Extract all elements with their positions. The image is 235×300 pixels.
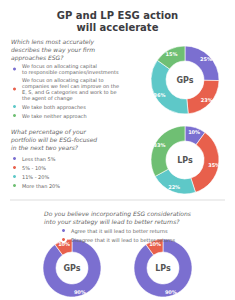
svg-text:11% - 20%: 11% - 20% (22, 174, 49, 180)
svg-text:90%: 90% (74, 289, 86, 295)
svg-text:portfolio will be ESG-focused: portfolio will be ESG-focused (10, 136, 97, 144)
svg-text:the agent of change: the agent of change (22, 95, 73, 102)
svg-text:We take both approaches: We take both approaches (22, 104, 86, 111)
svg-text:companies we feel can improve: companies we feel can improve on the (22, 83, 120, 89)
svg-text:GPs: GPs (176, 76, 193, 85)
svg-text:Which lens most accurately: Which lens most accurately (11, 38, 94, 46)
svg-text:GPs: GPs (63, 264, 80, 273)
svg-text:We focus on allocating capital: We focus on allocating capital (22, 63, 97, 69)
svg-text:Disagree that it will lead to: Disagree that it will lead to better ret… (71, 237, 175, 244)
svg-text:22%: 22% (168, 184, 180, 190)
svg-text:10%: 10% (149, 240, 162, 247)
svg-text:23%: 23% (201, 97, 213, 103)
svg-text:35%: 35% (208, 162, 220, 168)
svg-text:10%: 10% (188, 129, 200, 135)
svg-text:What percentage of your: What percentage of your (11, 128, 87, 136)
svg-text:15%: 15% (165, 51, 177, 57)
svg-text:approaches ESG?: approaches ESG? (11, 54, 64, 62)
svg-text:into your strategy will lead t: into your strategy will lead to better r… (44, 218, 180, 226)
svg-text:Do you believe incorporating E: Do you believe incorporating ESG conside… (44, 210, 191, 218)
svg-text:GP and LP ESG action: GP and LP ESG action (57, 10, 178, 21)
svg-text:We take neither approach: We take neither approach (22, 113, 87, 120)
svg-text:5% - 10%: 5% - 10% (22, 165, 46, 171)
svg-text:More than 20%: More than 20% (22, 183, 60, 189)
svg-text:in the next two years?: in the next two years? (11, 144, 79, 152)
svg-text:LPs: LPs (177, 156, 193, 165)
svg-text:10%: 10% (58, 240, 71, 247)
svg-text:will accelerate: will accelerate (77, 22, 159, 33)
svg-text:E, S, and G categories and wor: E, S, and G categories and work to be (22, 89, 117, 95)
svg-text:90%: 90% (165, 289, 177, 295)
svg-text:25%: 25% (200, 56, 212, 62)
svg-text:describes the way your firm: describes the way your firm (11, 46, 95, 54)
svg-text:We focus on allocating capital: We focus on allocating capital to (22, 77, 104, 83)
svg-text:Less than 5%: Less than 5% (22, 156, 56, 162)
svg-text:36%: 36% (153, 92, 165, 98)
svg-text:to responsible companies/inves: to responsible companies/investments (22, 69, 119, 76)
svg-text:33%: 33% (154, 142, 166, 148)
svg-text:LPs: LPs (155, 264, 171, 273)
svg-text:Agree that it will lead to bet: Agree that it will lead to better return… (71, 228, 168, 235)
